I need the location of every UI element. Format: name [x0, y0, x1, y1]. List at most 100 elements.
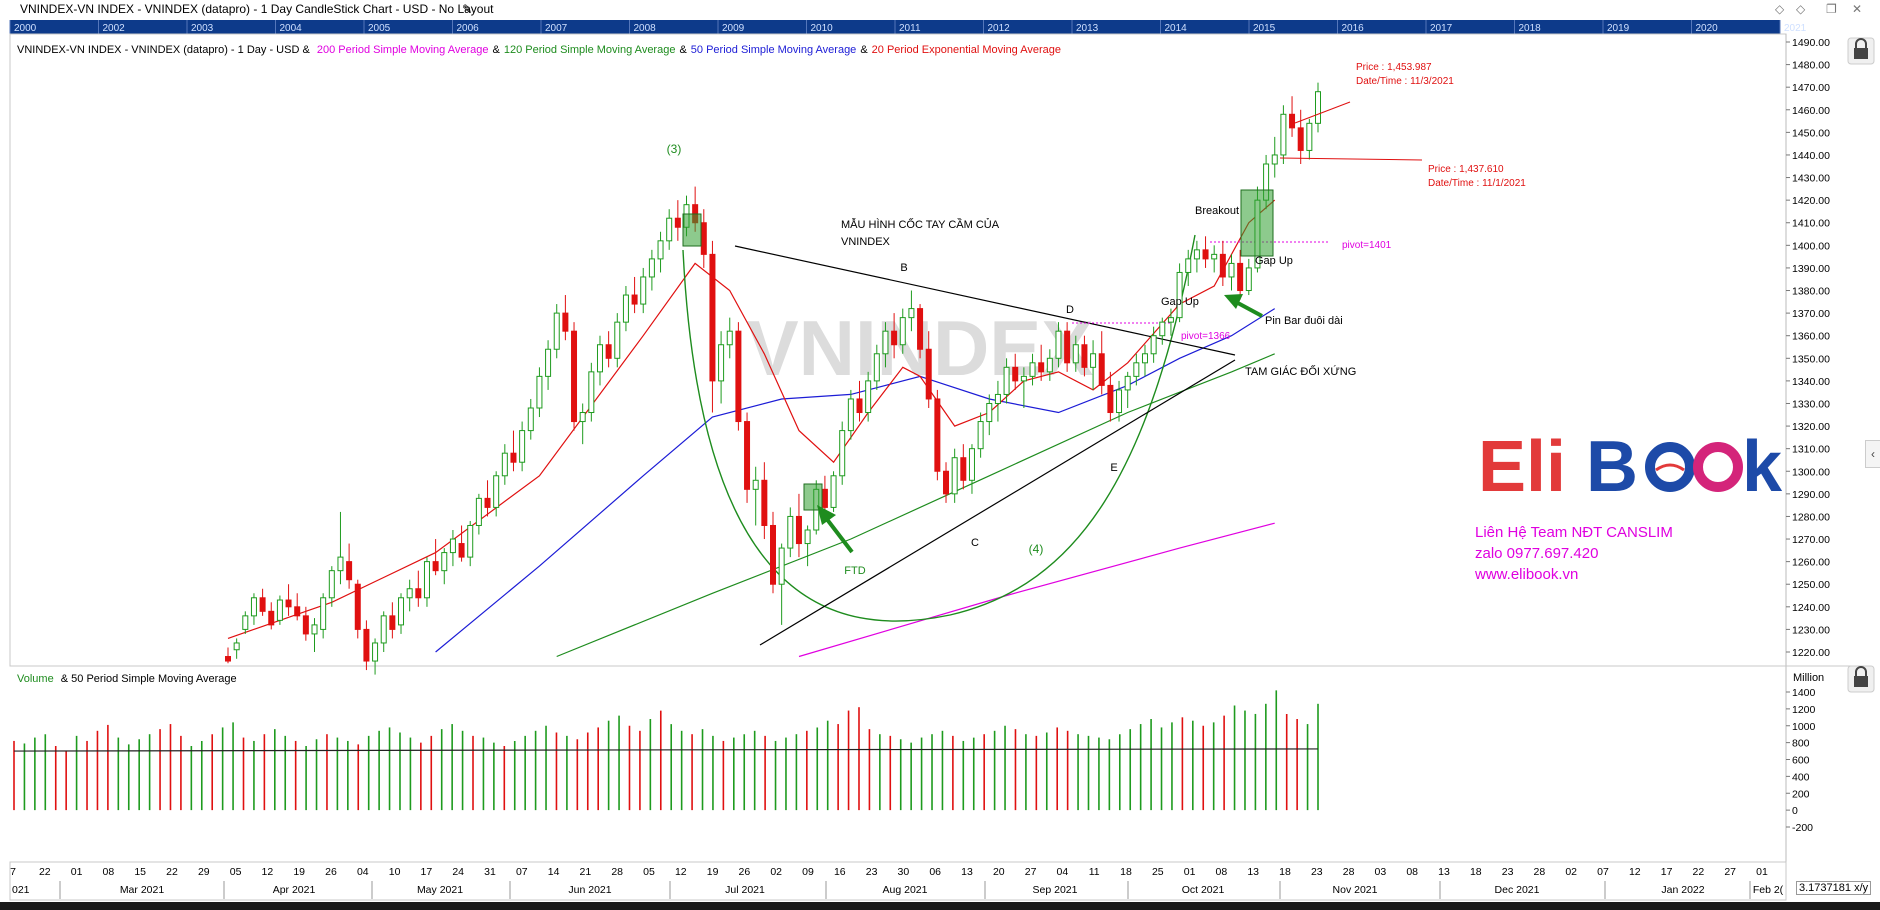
x-day-label: 26 [739, 866, 751, 878]
candle-body [1046, 357, 1053, 373]
overview-year-label[interactable]: 2015 [1253, 23, 1276, 34]
y-tick-label: 1230.00 [1792, 624, 1830, 636]
overview-year-label[interactable]: 2019 [1607, 23, 1630, 34]
candle-body [830, 475, 837, 508]
y-tick-label: 1300.00 [1792, 466, 1830, 478]
overview-year-label[interactable]: 2003 [191, 23, 214, 34]
candle-body [770, 524, 776, 585]
overview-year-label[interactable]: 2000 [14, 23, 37, 34]
y-tick-label: 1330.00 [1792, 398, 1830, 410]
x-day-label: 13 [1247, 866, 1259, 878]
x-day-label: 07 [516, 866, 528, 878]
brand-website[interactable]: www.elibook.vn [1474, 566, 1578, 583]
overview-year-label[interactable]: 2008 [634, 23, 657, 34]
x-month-label: Jun 2021 [568, 884, 611, 896]
y-tick-label: 1290.00 [1792, 489, 1830, 501]
volume-y-tick-label: 400 [1792, 771, 1810, 783]
restore-window-icon[interactable]: ❐ [1826, 2, 1837, 16]
logo-o1 [1645, 442, 1695, 492]
overview-year-label[interactable]: 2020 [1696, 23, 1719, 34]
y-tick-label: 1400.00 [1792, 240, 1830, 252]
date-mid-label: Date/Time : 11/1/2021 [1428, 178, 1526, 189]
candle-body [943, 470, 950, 495]
overview-year-label[interactable]: 2005 [368, 23, 391, 34]
candle-body [415, 588, 422, 599]
candle-body [1133, 362, 1140, 377]
candle-body [571, 330, 578, 423]
x-day-label: 16 [834, 866, 846, 878]
overview-year-label[interactable]: 2009 [722, 23, 745, 34]
diamond-icon[interactable]: ◇ [1775, 2, 1785, 16]
pin-bar-arrow-icon [1224, 294, 1263, 318]
x-day-label: 08 [103, 866, 115, 878]
candle-body [657, 240, 664, 260]
candle-body [804, 529, 811, 545]
price-mid-label: Price : 1,437.610 [1428, 164, 1504, 175]
diamond-outline-icon[interactable]: ◇ [1796, 2, 1806, 16]
close-window-icon[interactable]: ✕ [1852, 2, 1863, 16]
collapse-panel-icon[interactable]: ‹ [1865, 440, 1880, 468]
x-day-label: 26 [325, 866, 337, 878]
overview-year-label[interactable]: 2006 [457, 23, 480, 34]
logo-k: k [1742, 427, 1783, 507]
candle-body [968, 448, 975, 481]
overview-year-label[interactable]: 2011 [899, 23, 921, 34]
candle-body [268, 610, 275, 626]
overview-year-label[interactable]: 2014 [1165, 23, 1188, 34]
volume-header-rest: & 50 Period Simple Moving Average [61, 673, 237, 685]
edit-pencil-icon[interactable]: ✎ [462, 2, 473, 16]
x-day-label: 21 [580, 866, 592, 878]
candle-body [406, 588, 413, 599]
candle-body [865, 380, 872, 414]
x-day-label: 13 [961, 866, 973, 878]
pivot-1366-label: pivot=1366 [1181, 331, 1231, 342]
point-c-label: C [971, 537, 979, 549]
overview-year-label[interactable]: 2021 [1784, 23, 1807, 34]
candle-body [250, 597, 257, 617]
x-day-label: 31 [484, 866, 496, 878]
overview-year-label[interactable]: 2010 [811, 23, 834, 34]
y-tick-label: 1320.00 [1792, 421, 1830, 433]
y-tick-label: 1270.00 [1792, 534, 1830, 546]
overview-year-label[interactable]: 2016 [1342, 23, 1365, 34]
zoom-readout: 3.1737181 x/y [1796, 881, 1872, 895]
candle-body [744, 421, 751, 490]
volume-header: Volume & 50 Period Simple Moving Average [17, 673, 237, 685]
x-day-label: 17 [421, 866, 433, 878]
overview-year-label[interactable]: 2013 [1076, 23, 1099, 34]
legend-ma-label: 120 Period Simple Moving Average [504, 44, 676, 56]
candle-body [536, 375, 543, 409]
candle-body [501, 452, 508, 477]
zoom-label: x/y [1854, 882, 1869, 894]
pivot-1401-label: pivot=1401 [1342, 240, 1392, 251]
overview-year-label[interactable]: 2004 [280, 23, 303, 34]
x-day-label: 22 [1693, 866, 1705, 878]
overview-year-label[interactable]: 2007 [545, 23, 568, 34]
overview-year-label[interactable]: 2012 [988, 23, 1011, 34]
candle-body [1202, 249, 1209, 260]
x-day-label: 17 [1661, 866, 1673, 878]
y-tick-label: 1480.00 [1792, 60, 1830, 72]
candle-body [882, 330, 889, 355]
price-mid-line [1279, 157, 1423, 161]
volume-lock-icon[interactable] [1847, 665, 1875, 693]
overview-year-label[interactable]: 2002 [103, 23, 126, 34]
candle-body [917, 308, 924, 350]
x-axis[interactable] [9, 861, 1787, 901]
y-tick-label: 1350.00 [1792, 353, 1830, 365]
candle-body [622, 294, 629, 323]
lock-icon[interactable] [1847, 37, 1875, 65]
candle-body [311, 624, 318, 635]
candle-body [1141, 353, 1148, 364]
candle-body [986, 402, 993, 423]
volume-unit: Million [1793, 672, 1824, 684]
candle-body [839, 430, 846, 477]
overview-year-label[interactable]: 2018 [1519, 23, 1542, 34]
volume-y-tick-label: 1400 [1792, 687, 1816, 699]
sma200-line [798, 522, 1275, 658]
gap-up-label-2: Gap Up [1255, 255, 1293, 267]
overview-year-label[interactable]: 2017 [1430, 23, 1453, 34]
candle-body [778, 547, 785, 585]
x-day-label: 06 [929, 866, 941, 878]
